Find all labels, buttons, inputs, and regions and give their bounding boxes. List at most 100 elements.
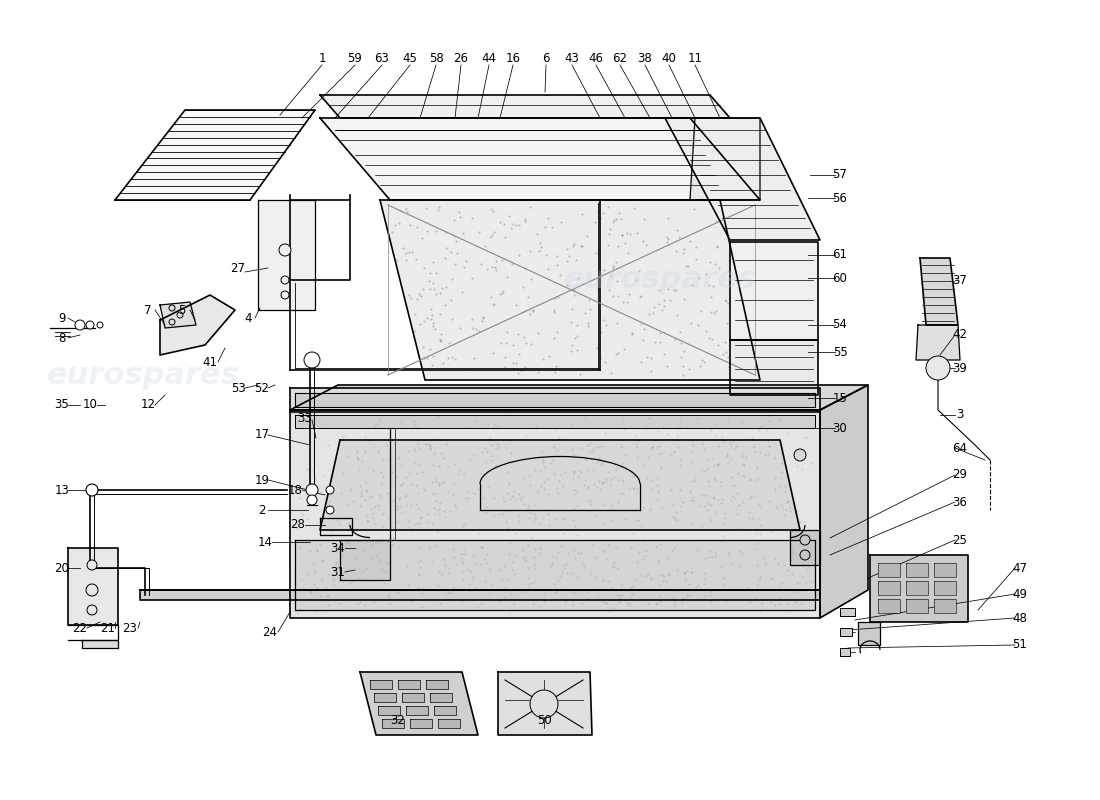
Text: 54: 54 <box>833 318 847 331</box>
Circle shape <box>306 484 318 496</box>
Polygon shape <box>295 393 815 407</box>
Circle shape <box>169 305 175 311</box>
Polygon shape <box>790 530 820 565</box>
Polygon shape <box>840 608 855 616</box>
Polygon shape <box>878 599 900 613</box>
Text: eurospares: eurospares <box>563 266 757 294</box>
Text: eurospares: eurospares <box>46 362 240 390</box>
Polygon shape <box>320 518 352 535</box>
Text: 45: 45 <box>403 51 417 65</box>
Text: 29: 29 <box>953 469 968 482</box>
Text: 21: 21 <box>100 622 116 634</box>
Polygon shape <box>295 415 815 428</box>
Text: 11: 11 <box>688 51 703 65</box>
Text: 22: 22 <box>73 622 88 634</box>
Text: 44: 44 <box>482 51 496 65</box>
Polygon shape <box>374 693 396 702</box>
Polygon shape <box>258 200 315 310</box>
Circle shape <box>530 690 558 718</box>
Text: 49: 49 <box>1012 587 1027 601</box>
Polygon shape <box>82 640 118 648</box>
Polygon shape <box>320 440 800 530</box>
Polygon shape <box>379 200 760 380</box>
Text: 53: 53 <box>231 382 245 394</box>
Text: 64: 64 <box>953 442 968 454</box>
Circle shape <box>87 605 97 615</box>
Text: 12: 12 <box>141 398 155 411</box>
Text: 57: 57 <box>833 169 847 182</box>
Text: 26: 26 <box>453 51 469 65</box>
Text: 20: 20 <box>55 562 69 574</box>
Text: 17: 17 <box>254 429 270 442</box>
Text: 58: 58 <box>429 51 443 65</box>
Polygon shape <box>840 628 852 636</box>
Text: 30: 30 <box>833 422 847 434</box>
Text: 10: 10 <box>82 398 98 411</box>
Text: 42: 42 <box>953 329 968 342</box>
Circle shape <box>280 276 289 284</box>
Circle shape <box>304 352 320 368</box>
Polygon shape <box>434 706 456 715</box>
Circle shape <box>86 321 94 329</box>
Polygon shape <box>498 672 592 735</box>
Text: 31: 31 <box>331 566 345 578</box>
Text: 28: 28 <box>290 518 306 531</box>
Polygon shape <box>840 648 850 656</box>
Circle shape <box>926 356 950 380</box>
Text: 15: 15 <box>833 391 847 405</box>
Text: 25: 25 <box>953 534 967 546</box>
Polygon shape <box>406 706 428 715</box>
Text: 32: 32 <box>390 714 406 726</box>
Circle shape <box>800 550 810 560</box>
Polygon shape <box>290 410 820 618</box>
Text: 56: 56 <box>833 191 847 205</box>
Polygon shape <box>690 118 760 200</box>
Text: 8: 8 <box>58 331 66 345</box>
Text: 5: 5 <box>178 303 186 317</box>
Text: 63: 63 <box>375 51 389 65</box>
Polygon shape <box>934 599 956 613</box>
Circle shape <box>800 535 810 545</box>
Polygon shape <box>438 719 460 728</box>
Polygon shape <box>398 680 420 689</box>
Text: 47: 47 <box>1012 562 1027 574</box>
Polygon shape <box>430 693 452 702</box>
Polygon shape <box>906 599 928 613</box>
Circle shape <box>307 495 317 505</box>
Polygon shape <box>320 118 760 200</box>
Circle shape <box>280 291 289 299</box>
Text: 18: 18 <box>287 483 303 497</box>
Text: 60: 60 <box>833 271 847 285</box>
Circle shape <box>794 449 806 461</box>
Text: 3: 3 <box>956 409 964 422</box>
Circle shape <box>169 319 175 325</box>
Text: 1: 1 <box>318 51 326 65</box>
Circle shape <box>75 320 85 330</box>
Polygon shape <box>360 672 478 735</box>
Text: 33: 33 <box>298 411 312 425</box>
Polygon shape <box>730 340 818 395</box>
Polygon shape <box>160 295 235 355</box>
Text: 62: 62 <box>613 51 627 65</box>
Polygon shape <box>666 118 820 240</box>
Polygon shape <box>402 693 424 702</box>
Text: 38: 38 <box>638 51 652 65</box>
Polygon shape <box>382 719 404 728</box>
Text: 9: 9 <box>58 311 66 325</box>
Polygon shape <box>290 385 868 410</box>
Text: 16: 16 <box>506 51 520 65</box>
Polygon shape <box>870 555 968 622</box>
Polygon shape <box>340 540 390 580</box>
Text: 51: 51 <box>1013 638 1027 651</box>
Circle shape <box>279 244 292 256</box>
Circle shape <box>86 484 98 496</box>
Polygon shape <box>934 581 956 595</box>
Text: 59: 59 <box>348 51 362 65</box>
Text: 40: 40 <box>661 51 676 65</box>
Polygon shape <box>916 325 960 360</box>
Text: 27: 27 <box>231 262 245 274</box>
Text: 48: 48 <box>1013 611 1027 625</box>
Text: 39: 39 <box>953 362 967 374</box>
Polygon shape <box>934 563 956 577</box>
Polygon shape <box>295 540 815 610</box>
